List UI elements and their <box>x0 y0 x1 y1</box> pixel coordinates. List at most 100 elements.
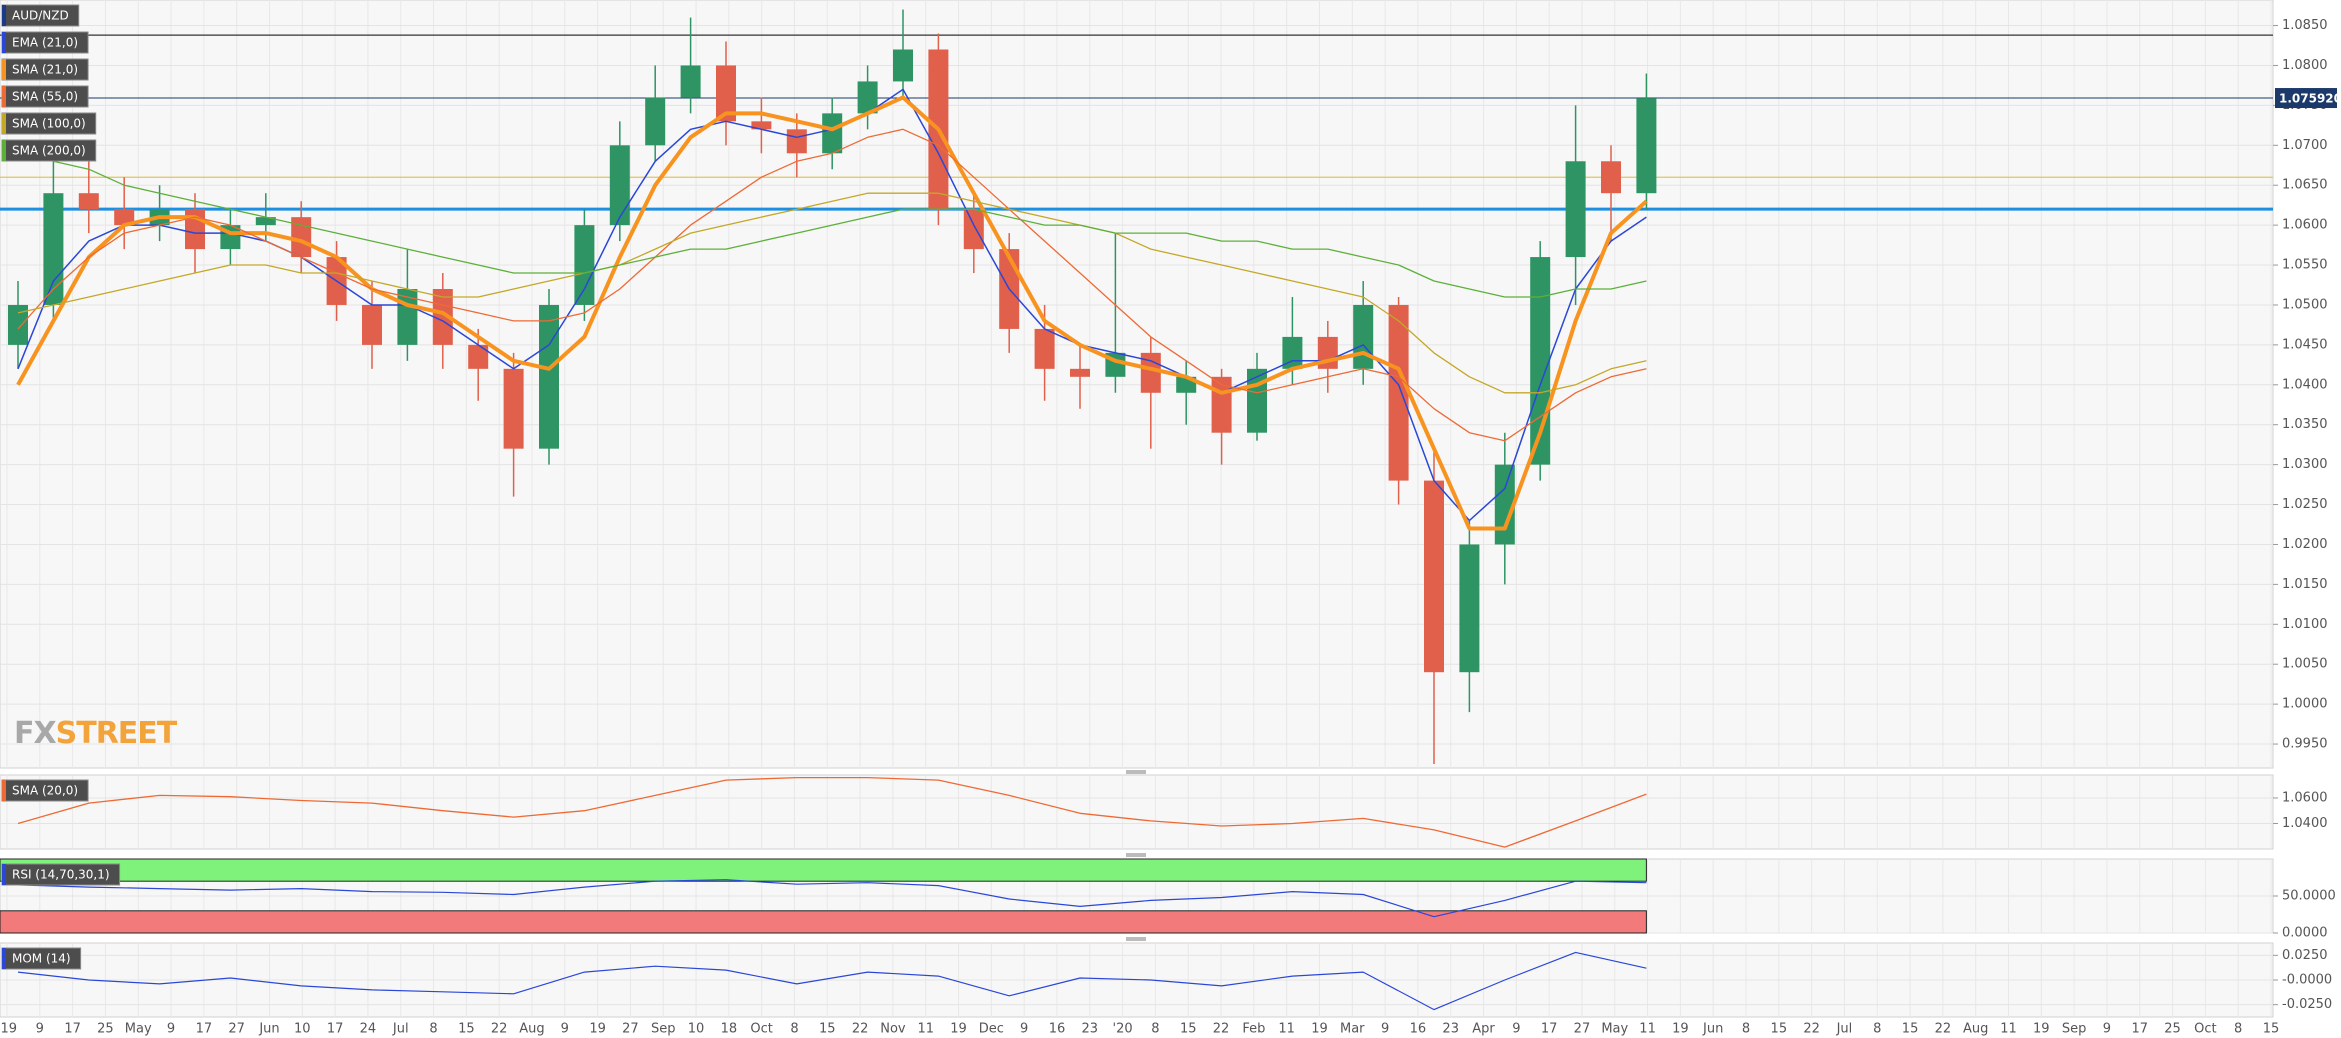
x-tick-label: Jul <box>392 1022 409 1037</box>
legend-item: EMA (21,0) <box>1 31 89 54</box>
x-tick-label: 19 <box>2033 1022 2050 1037</box>
legend-swatch <box>2 780 6 801</box>
candle-body <box>645 97 666 146</box>
candle-body <box>8 304 28 345</box>
candle-body <box>893 49 913 82</box>
x-tick-label: 11 <box>917 1022 934 1037</box>
x-tick-label: 11 <box>2000 1022 2017 1037</box>
y-tick-label: 1.0300 <box>2282 457 2328 472</box>
x-tick-label: Oct <box>2194 1022 2216 1037</box>
x-tick-label: May <box>125 1022 152 1037</box>
candle-body <box>1636 98 1657 194</box>
candle-body <box>1388 304 1409 481</box>
legend-label: AUD/NZD <box>12 9 69 23</box>
x-tick-label: 17 <box>64 1022 81 1037</box>
x-tick-label: 17 <box>196 1022 213 1037</box>
panel-background <box>0 774 2274 850</box>
x-tick-label: 10 <box>688 1022 705 1037</box>
y-tick-label: 1.0800 <box>2282 58 2328 73</box>
y-tick-label: 1.0200 <box>2282 537 2328 552</box>
legend-item: MOM (14) <box>1 947 82 970</box>
legend-swatch <box>2 948 6 969</box>
legend-swatch <box>2 59 6 80</box>
candle-body <box>609 145 630 226</box>
candle-body <box>1424 480 1444 673</box>
x-tick-label: 10 <box>294 1022 311 1037</box>
y-tick-label: 0.9950 <box>2282 737 2328 752</box>
legend-swatch <box>2 32 6 53</box>
x-tick-label: 8 <box>2234 1022 2242 1037</box>
indicator-line <box>17 144 1647 298</box>
last-price-label: 1.075920 <box>2279 92 2341 106</box>
legend-item: SMA (55,0) <box>1 85 89 108</box>
y-tick-label: -0.0250 <box>2282 997 2332 1012</box>
y-tick-label: 1.0850 <box>2282 18 2328 33</box>
y-tick-label: 1.0100 <box>2282 617 2328 632</box>
indicator-line <box>17 128 1647 442</box>
y-tick-label: 1.0150 <box>2282 577 2328 592</box>
legend-swatch <box>2 113 6 134</box>
panel-resize-handle[interactable] <box>1126 937 1146 941</box>
x-tick-label: 22 <box>852 1022 869 1037</box>
candle-body <box>1565 161 1586 258</box>
x-tick-label: 15 <box>1771 1022 1788 1037</box>
x-tick-label: Sep <box>2062 1022 2087 1037</box>
legend-swatch <box>2 5 6 26</box>
candle-body <box>680 65 701 98</box>
y-tick-label: -0.0000 <box>2282 973 2332 988</box>
candle-body <box>503 368 524 449</box>
candle-body <box>716 65 736 122</box>
panel-resize-handle[interactable] <box>1126 770 1146 774</box>
candle-body <box>574 225 595 305</box>
x-tick-label: 11 <box>1278 1022 1295 1037</box>
candle-body <box>1601 161 1621 194</box>
x-tick-label: Jun <box>258 1022 279 1037</box>
x-tick-label: Jun <box>1702 1022 1723 1037</box>
x-tick-label: 22 <box>1935 1022 1952 1037</box>
x-tick-label: Aug <box>1963 1022 1988 1037</box>
indicator-line <box>17 951 1647 1011</box>
panel-resize-handle[interactable] <box>1126 853 1146 857</box>
legend-label: EMA (21,0) <box>12 36 78 50</box>
panel-background <box>0 0 2274 769</box>
x-tick-label: 22 <box>491 1022 508 1037</box>
x-tick-label: 27 <box>622 1022 639 1037</box>
x-tick-label: 23 <box>1082 1022 1099 1037</box>
x-tick-label: 9 <box>167 1022 175 1037</box>
x-tick-label: Sep <box>651 1022 676 1037</box>
legend-item: SMA (20,0) <box>1 779 89 802</box>
x-tick-label: 19 <box>589 1022 606 1037</box>
indicator-line <box>17 879 1647 918</box>
x-tick-label: Mar <box>1340 1022 1365 1037</box>
x-tick-label: 16 <box>1410 1022 1427 1037</box>
candle-body <box>1459 544 1480 673</box>
rsi-band <box>0 910 1647 934</box>
x-tick-label: '19 <box>0 1022 17 1037</box>
x-tick-label: 8 <box>790 1022 798 1037</box>
y-tick-label: 1.0450 <box>2282 337 2328 352</box>
candle-body <box>1247 368 1267 433</box>
rsi-band <box>0 858 1647 882</box>
x-tick-label: 16 <box>1049 1022 1066 1037</box>
y-tick-label: 0.0000 <box>2282 926 2328 941</box>
y-tick-label: 50.0000 <box>2282 889 2336 904</box>
legend-label: SMA (20,0) <box>12 784 78 798</box>
x-tick-label: 22 <box>1803 1022 1820 1037</box>
candle-body <box>78 193 99 210</box>
legend-swatch <box>2 864 6 885</box>
candle-body <box>1494 464 1515 545</box>
x-tick-label: 24 <box>360 1022 377 1037</box>
x-tick-label: Aug <box>519 1022 544 1037</box>
candle-body <box>786 129 807 154</box>
candle-body <box>468 344 489 369</box>
legend-label: SMA (200,0) <box>12 144 86 158</box>
x-tick-label: Jul <box>1836 1022 1853 1037</box>
x-tick-label: 8 <box>1742 1022 1750 1037</box>
x-tick-label: 9 <box>36 1022 44 1037</box>
legend-item: SMA (200,0) <box>1 139 97 162</box>
x-tick-label: 8 <box>1873 1022 1881 1037</box>
y-tick-label: 1.0700 <box>2282 138 2328 153</box>
x-tick-label: 27 <box>1574 1022 1591 1037</box>
x-tick-label: 17 <box>327 1022 344 1037</box>
x-tick-label: 15 <box>1902 1022 1919 1037</box>
